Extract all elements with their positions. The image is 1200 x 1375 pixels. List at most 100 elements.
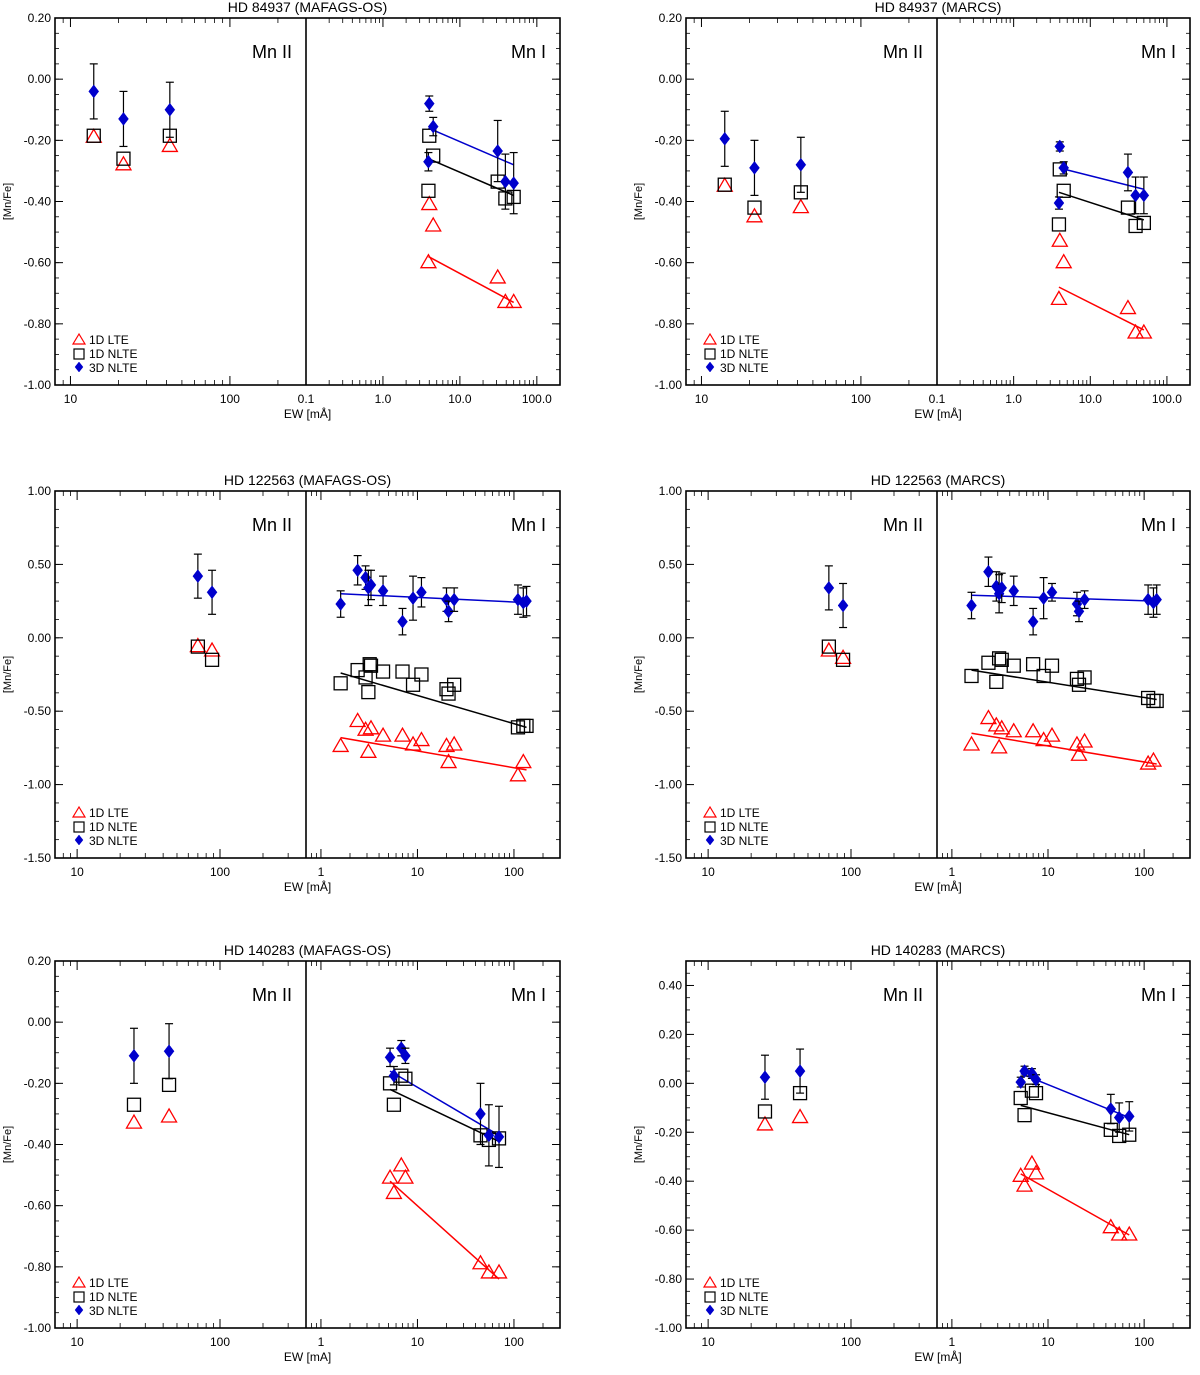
nlte-3d-point — [400, 1048, 411, 1063]
chart-panel: HD 140283 (MAFAGS-OS) 0.20 0.00 -0.20 -0.40 -… — [2, 942, 561, 1364]
x-axis-label: EW [mÅ] — [914, 1349, 961, 1364]
nlte-1d-point — [441, 686, 456, 701]
lte-point — [1120, 1225, 1138, 1241]
x-tick-label: 100.0 — [522, 392, 552, 406]
chart-panel: HD 122563 (MARCS) 1.00 0.50 0.00 -0.50 -1.00 -… — [633, 472, 1191, 894]
y-tick-label: -1.50 — [24, 851, 52, 865]
nlte-1d-point — [821, 639, 837, 654]
chart-title: HD 140283 (MAFAGS-OS) — [224, 942, 391, 958]
nlte-3d-point — [352, 563, 363, 578]
lte-point — [114, 155, 133, 171]
lte-point — [834, 649, 852, 665]
panel-label-mn1: Mn I — [511, 515, 546, 535]
lte-point — [125, 1113, 143, 1129]
x-tick-label: 100 — [504, 1335, 524, 1349]
legend-1d-nlte-label: 1D NLTE — [720, 347, 768, 361]
legend-3d-nlte-label: 3D NLTE — [720, 361, 768, 375]
nlte-3d-point — [794, 1064, 806, 1079]
y-tick-label: -0.80 — [655, 317, 683, 331]
nlte-3d-point — [1027, 614, 1039, 629]
nlte-1d-point — [126, 1097, 142, 1112]
nlte-1d-point — [386, 1097, 402, 1112]
nlte-1d-point — [1036, 668, 1051, 684]
legend-3d-nlte-label: 3D NLTE — [89, 1304, 137, 1318]
nlte-3d-point — [1058, 160, 1070, 175]
nlte-3d-point — [1008, 583, 1020, 598]
y-tick-label: -0.40 — [655, 1174, 683, 1188]
fit-line-1d-nlte — [340, 672, 527, 729]
x-tick-label: 100 — [504, 865, 524, 879]
nlte-3d-point — [1123, 1109, 1135, 1124]
lte-point — [412, 731, 431, 747]
lte-point — [1015, 1176, 1034, 1192]
x-tick-label: 100.0 — [1152, 392, 1182, 406]
nlte-1d-point — [717, 177, 732, 192]
lte-point — [480, 1263, 498, 1279]
fit-line-lte — [340, 736, 527, 771]
nlte-1d-point — [1146, 693, 1161, 709]
nlte-3d-point — [966, 598, 977, 613]
nlte-3d-point — [1054, 139, 1066, 154]
lte-point — [396, 1168, 415, 1184]
panel-label-mn2: Mn II — [252, 985, 292, 1005]
nlte-1d-point — [190, 639, 206, 654]
lte-point — [424, 216, 442, 232]
nlte-1d-point — [362, 657, 377, 672]
lte-point — [1024, 722, 1042, 738]
nlte-3d-point — [1046, 585, 1058, 600]
y-tick-label: -0.20 — [655, 133, 683, 147]
lte-point — [716, 176, 734, 192]
y-tick-label: 0.00 — [659, 1076, 683, 1090]
lte-point — [1126, 323, 1145, 339]
legend-1d-nlte-marker — [704, 348, 716, 360]
nlte-3d-point — [1122, 165, 1134, 180]
y-tick-label: -0.60 — [24, 256, 52, 270]
nlte-1d-point — [1056, 183, 1071, 198]
y-tick-label: 0.00 — [659, 72, 683, 86]
nlte-3d-point — [795, 157, 807, 172]
chart-title: HD 122563 (MAFAGS-OS) — [224, 472, 391, 488]
fit-line-3d-nlte — [340, 593, 527, 604]
lte-point — [356, 720, 375, 736]
y-tick-label: -0.20 — [24, 133, 52, 147]
nlte-1d-point — [1051, 217, 1067, 232]
nlte-3d-point — [1151, 592, 1162, 607]
x-tick-label: 1.0 — [375, 392, 392, 406]
lte-point — [1110, 1225, 1128, 1241]
nlte-3d-point — [493, 1129, 505, 1144]
y-tick-label: -0.60 — [655, 256, 683, 270]
nlte-1d-point — [439, 682, 454, 697]
lte-point — [1005, 722, 1023, 738]
plot-frame — [54, 490, 561, 859]
y-axis-label: [Mn/Fe] — [2, 656, 14, 693]
y-tick-label: -0.50 — [24, 704, 52, 718]
lte-point — [393, 726, 412, 742]
nlte-3d-point — [206, 585, 218, 600]
panel-label-mn1: Mn I — [511, 985, 546, 1005]
y-tick-label: -1.00 — [655, 378, 683, 392]
lte-point — [792, 198, 810, 214]
lte-point — [362, 719, 380, 735]
fit-line-lte — [971, 732, 1157, 765]
lte-point — [1139, 754, 1157, 770]
y-tick-label: 0.20 — [28, 11, 52, 25]
panel-label-mn2: Mn II — [883, 515, 923, 535]
nlte-1d-point — [1071, 677, 1087, 692]
y-tick-label: -1.00 — [655, 778, 683, 792]
fit-line-lte — [1058, 286, 1145, 331]
nlte-1d-point — [161, 1077, 177, 1093]
y-tick-label: 0.00 — [28, 1015, 52, 1029]
lte-point — [962, 735, 981, 751]
nlte-3d-point — [163, 1044, 175, 1059]
lte-point — [505, 293, 523, 309]
nlte-1d-point — [757, 1104, 773, 1119]
lte-point — [1070, 745, 1088, 761]
lte-point — [404, 735, 422, 751]
lte-point — [160, 1107, 178, 1123]
x-tick-label: 10.0 — [1079, 392, 1103, 406]
